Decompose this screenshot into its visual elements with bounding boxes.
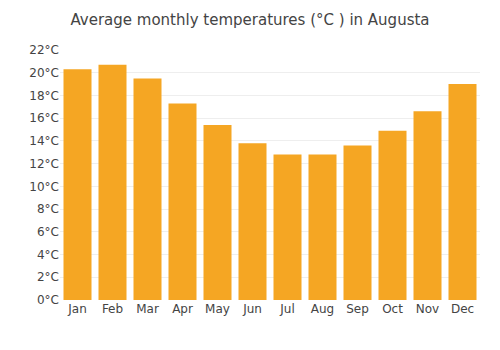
svg-text:8°C: 8°C xyxy=(37,202,59,216)
svg-text:May: May xyxy=(205,302,230,316)
svg-text:Average monthly temperatures (: Average monthly temperatures (°C ) in Au… xyxy=(70,11,429,29)
svg-text:16°C: 16°C xyxy=(29,111,59,125)
svg-text:Jan: Jan xyxy=(67,302,87,316)
svg-text:Apr: Apr xyxy=(172,302,193,316)
svg-text:20°C: 20°C xyxy=(29,66,59,80)
svg-text:Oct: Oct xyxy=(382,302,403,316)
svg-text:2°C: 2°C xyxy=(37,270,59,284)
svg-text:18°C: 18°C xyxy=(29,89,59,103)
svg-text:12°C: 12°C xyxy=(29,157,59,171)
svg-text:Dec: Dec xyxy=(451,302,474,316)
svg-text:Jun: Jun xyxy=(242,302,262,316)
svg-text:6°C: 6°C xyxy=(37,225,59,239)
svg-text:0°C: 0°C xyxy=(37,293,59,307)
svg-text:10°C: 10°C xyxy=(29,180,59,194)
svg-text:Mar: Mar xyxy=(136,302,159,316)
svg-text:14°C: 14°C xyxy=(29,134,59,148)
svg-text:Jul: Jul xyxy=(279,302,294,316)
svg-text:Nov: Nov xyxy=(416,302,439,316)
svg-text:Sep: Sep xyxy=(346,302,369,316)
svg-text:22°C: 22°C xyxy=(29,43,59,57)
svg-text:4°C: 4°C xyxy=(37,248,59,262)
svg-text:Feb: Feb xyxy=(102,302,123,316)
svg-text:Aug: Aug xyxy=(311,302,334,316)
